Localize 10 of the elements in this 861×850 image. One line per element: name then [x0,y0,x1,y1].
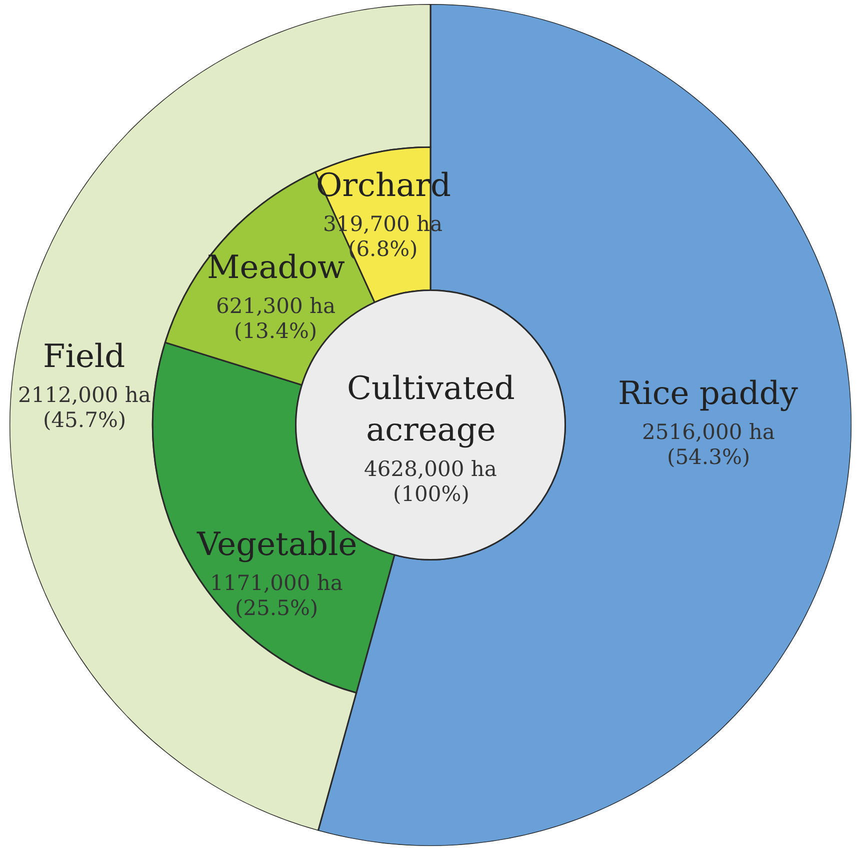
slice-label: Rice paddy [618,374,798,412]
data-label: 2516,000 ha (54.3%) [642,420,775,469]
slice-label: Meadow [207,248,345,286]
data-label: 2112,000 ha (45.7%) [18,383,151,432]
data-label: 1171,000 ha (25.5%) [210,571,343,620]
data-label: 4628,000 ha (100%) [364,457,497,506]
slice-label: Cultivated acreage [347,369,515,449]
slice-label: Field [43,337,126,375]
slice-label: Vegetable [196,525,358,563]
data-label: 621,300 ha (13.4%) [216,294,336,343]
